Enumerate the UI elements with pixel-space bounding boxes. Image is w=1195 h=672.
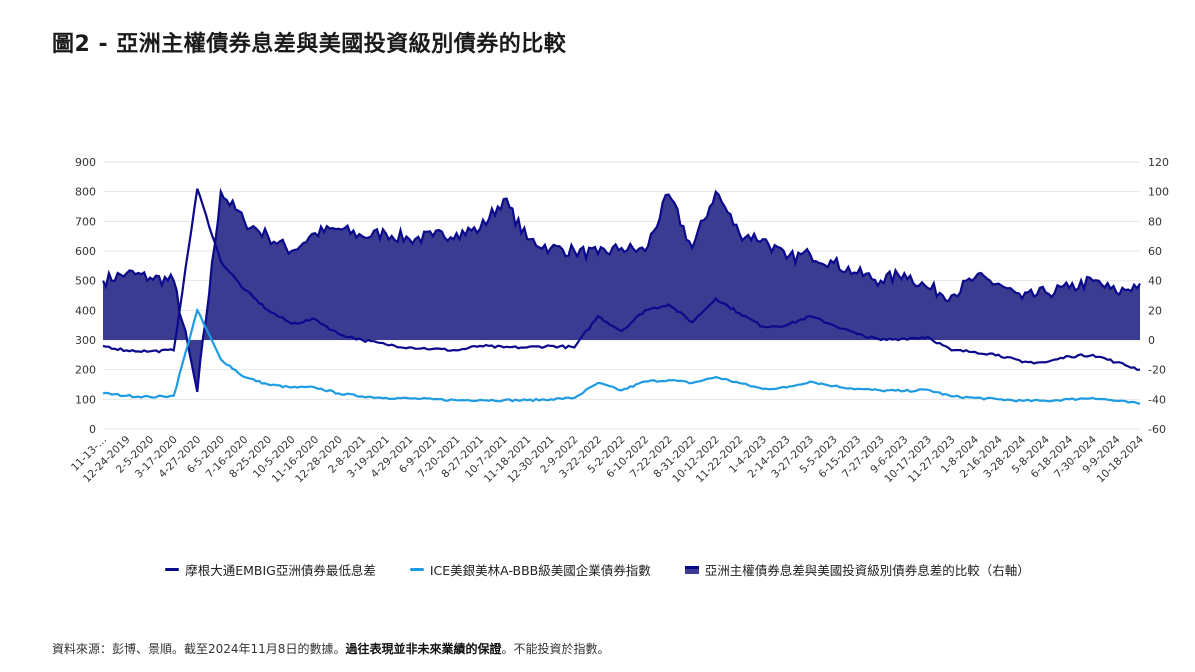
chart-svg: 0 100 200 300 400 500 600 700 800 900 -60 -40 -20 0 2… — [69, 156, 1169, 485]
right-axis-ticks: -60 -40 -20 0 20 40 60 80 100 120 — [1148, 156, 1169, 436]
spread-diff-line — [102, 187, 1141, 393]
right-tick-label: 0 — [1148, 334, 1155, 347]
left-tick-label: 100 — [75, 393, 96, 406]
jpm-embig-series-line — [102, 188, 1141, 371]
left-axis-ticks: 0 100 200 300 400 500 600 700 800 900 — [75, 156, 96, 436]
right-tick-label: 80 — [1148, 215, 1162, 228]
footer-source: 資料來源：彭博、景順。截至2024年11月8日的數據。 — [52, 642, 346, 656]
left-tick-label: 500 — [75, 275, 96, 288]
right-tick-label: -20 — [1148, 364, 1166, 377]
legend-label-s1: 摩根大通EMBIG亞洲債券最低息差 — [185, 563, 376, 578]
ice-bofa-series-line — [102, 307, 1141, 405]
left-tick-label: 800 — [75, 186, 96, 199]
chart-title: 圖2 - 亞洲主權債券息差與美國投資級別債券的比較 — [52, 32, 567, 57]
left-tick-label: 900 — [75, 156, 96, 169]
right-tick-label: 100 — [1148, 186, 1169, 199]
right-tick-label: 20 — [1148, 304, 1162, 317]
legend-item-s1: 摩根大通EMBIG亞洲債券最低息差 — [165, 560, 376, 579]
legend: 摩根大通EMBIG亞洲債券最低息差 ICE美銀美林A-BBB級美國企業債券指數 … — [0, 560, 1195, 579]
left-tick-label: 0 — [89, 423, 96, 436]
right-tick-label: 40 — [1148, 275, 1162, 288]
legend-swatch-s3 — [684, 565, 699, 574]
legend-item-s2: ICE美銀美林A-BBB級美國企業債券指數 — [409, 560, 651, 579]
footer-disclaimer: 過往表現並非未來業績的保證 — [345, 642, 502, 656]
legend-swatch-s2 — [409, 568, 424, 571]
legend-item-s3: 亞洲主權債券息差與美國投資級別債券息差的比較（右軸） — [684, 560, 1030, 579]
spread-diff-area — [103, 191, 1140, 392]
x-axis-ticks: 11-13-…12-24-20192-5-20203-17-20204-27-2… — [69, 433, 1146, 485]
right-tick-label: 120 — [1148, 156, 1169, 169]
legend-label-s3: 亞洲主權債券息差與美國投資級別債券息差的比較（右軸） — [704, 563, 1030, 578]
legend-swatch-s1 — [165, 568, 180, 571]
left-tick-label: 200 — [75, 364, 96, 377]
right-tick-label: 60 — [1148, 245, 1162, 258]
right-tick-label: -60 — [1148, 423, 1166, 436]
left-tick-label: 600 — [75, 245, 96, 258]
footer-tail: 。不能投資於指數。 — [501, 642, 610, 656]
legend-label-s2: ICE美銀美林A-BBB級美國企業債券指數 — [429, 563, 651, 578]
left-tick-label: 700 — [75, 215, 96, 228]
right-tick-label: -40 — [1148, 393, 1166, 406]
left-tick-label: 300 — [75, 334, 96, 347]
left-tick-label: 400 — [75, 304, 96, 317]
footer-note: 資料來源：彭博、景順。截至2024年11月8日的數據。過往表現並非未來業績的保證… — [52, 640, 609, 657]
